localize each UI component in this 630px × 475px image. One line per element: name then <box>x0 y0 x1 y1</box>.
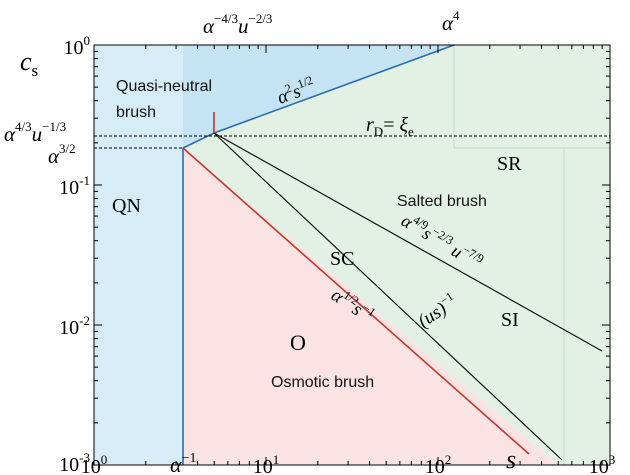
axis-ticks <box>93 45 610 466</box>
phase-label-qn: QN <box>112 195 141 217</box>
quasi-neutral-region-label-2: brush <box>116 104 156 121</box>
y-tick-label-1e-3: 10-3 <box>59 450 90 475</box>
phase-label-si: SI <box>501 309 519 331</box>
x-tick-label-1e0: 100 <box>81 452 108 475</box>
top-marker-label: α−4/3u−2/3 <box>203 11 272 38</box>
x-tick-label-1e2: 102 <box>425 452 452 475</box>
salted-region <box>183 45 610 465</box>
dash-lower-label: α3/2 <box>48 141 76 168</box>
x-tick-label-1e1: 101 <box>253 452 280 475</box>
phase-label-sc: SC <box>330 248 354 270</box>
regions-layer <box>94 45 610 465</box>
debye-length-label: rD= ξe <box>366 114 414 139</box>
osmotic-boundary-line <box>182 147 530 455</box>
y-tick-label-1e-2: 10-2 <box>59 313 90 339</box>
top-boundary-label: α2s1/2 <box>274 73 319 109</box>
phase-label-sr: SR <box>497 153 522 175</box>
x-tick-label-1e3: 103 <box>589 452 616 475</box>
alpha-inverse-tick-label: α−1 <box>170 451 196 475</box>
top-corner-label: α4 <box>442 8 460 35</box>
plot-frame <box>93 44 611 466</box>
dash-upper-label: α4/3u−1/3 <box>4 119 66 146</box>
x-axis-title: s <box>506 445 516 474</box>
y-axis-title: cs <box>20 47 38 80</box>
us-boundary-line <box>213 132 563 461</box>
y-tick-label-1e0: 100 <box>64 33 91 59</box>
salted-brush-region-label: Salted brush <box>397 193 487 210</box>
quasi-neutral-region <box>94 45 454 465</box>
osmotic-brush-region-label: Osmotic brush <box>271 374 374 391</box>
y-tick-label-1e-1: 10-1 <box>59 173 90 199</box>
sc-si-boundary-line <box>213 132 603 352</box>
boundary-lines <box>182 44 603 465</box>
quasi-neutral-region-shade <box>183 45 454 148</box>
quasi-neutral-region-label: Quasi-neutral <box>116 78 212 95</box>
phase-label-o: O <box>290 330 306 355</box>
dashed-lines <box>94 135 610 149</box>
